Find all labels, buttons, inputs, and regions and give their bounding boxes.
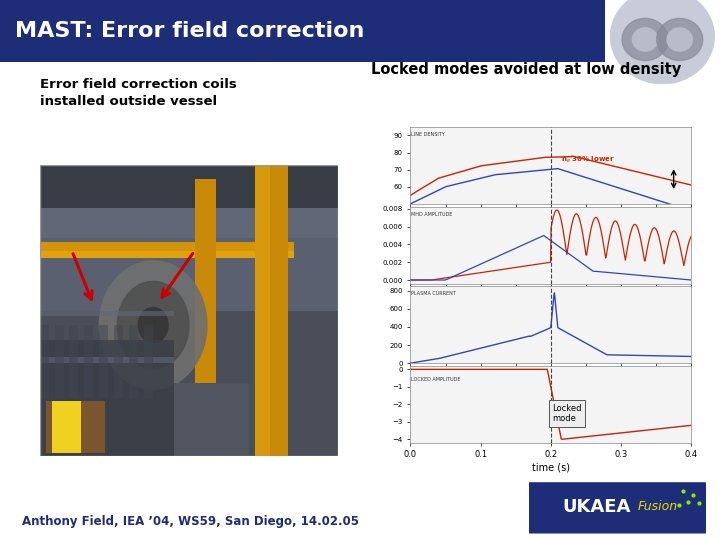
Bar	[144, 325, 153, 398]
Polygon shape	[99, 261, 207, 389]
Text: Error field correction coils
installed outside vessel: Error field correction coils installed o…	[40, 78, 236, 109]
Bar	[40, 242, 294, 258]
Text: LOCKED AMPLITUDE: LOCKED AMPLITUDE	[411, 377, 461, 382]
Text: n$_e$ 30% lower: n$_e$ 30% lower	[562, 155, 615, 165]
Polygon shape	[117, 281, 189, 369]
Bar	[40, 165, 338, 208]
Bar	[52, 401, 81, 454]
Polygon shape	[611, 0, 714, 84]
Text: Anthony Field, IEA ’04, WS59, San Diego, 14.02.05: Anthony Field, IEA ’04, WS59, San Diego,…	[22, 515, 359, 528]
Text: Fusion: Fusion	[638, 501, 678, 514]
FancyBboxPatch shape	[522, 482, 713, 534]
Text: Locked
mode: Locked mode	[552, 404, 582, 423]
Polygon shape	[657, 18, 703, 60]
Bar	[255, 165, 270, 456]
Polygon shape	[622, 18, 668, 60]
Bar	[69, 325, 78, 398]
Polygon shape	[667, 28, 693, 51]
Text: MHD AMPLITUDE: MHD AMPLITUDE	[411, 212, 452, 217]
Bar	[174, 383, 249, 456]
Bar	[55, 325, 63, 398]
Bar	[40, 165, 338, 238]
Bar	[195, 179, 216, 383]
Text: MAST: MAST	[649, 0, 675, 2]
Bar	[45, 401, 105, 454]
Bar	[40, 165, 338, 310]
Text: Locked modes avoided at low density: Locked modes avoided at low density	[371, 62, 681, 77]
FancyBboxPatch shape	[0, 0, 617, 63]
Text: LINE DENSITY: LINE DENSITY	[411, 132, 445, 137]
Bar	[255, 165, 287, 456]
Bar	[114, 325, 123, 398]
X-axis label: time (s): time (s)	[532, 462, 570, 472]
Polygon shape	[632, 28, 658, 51]
Bar	[40, 310, 174, 316]
Bar	[40, 251, 294, 258]
Bar	[40, 357, 174, 363]
Bar	[40, 340, 174, 456]
Polygon shape	[138, 308, 168, 342]
Bar	[84, 325, 94, 398]
Bar	[99, 325, 108, 398]
Text: UKAEA: UKAEA	[562, 498, 631, 516]
Text: PLASMA CURRENT: PLASMA CURRENT	[411, 292, 456, 296]
Text: MAST: Error field correction: MAST: Error field correction	[15, 21, 364, 41]
Bar	[40, 325, 48, 398]
Bar	[130, 325, 138, 398]
